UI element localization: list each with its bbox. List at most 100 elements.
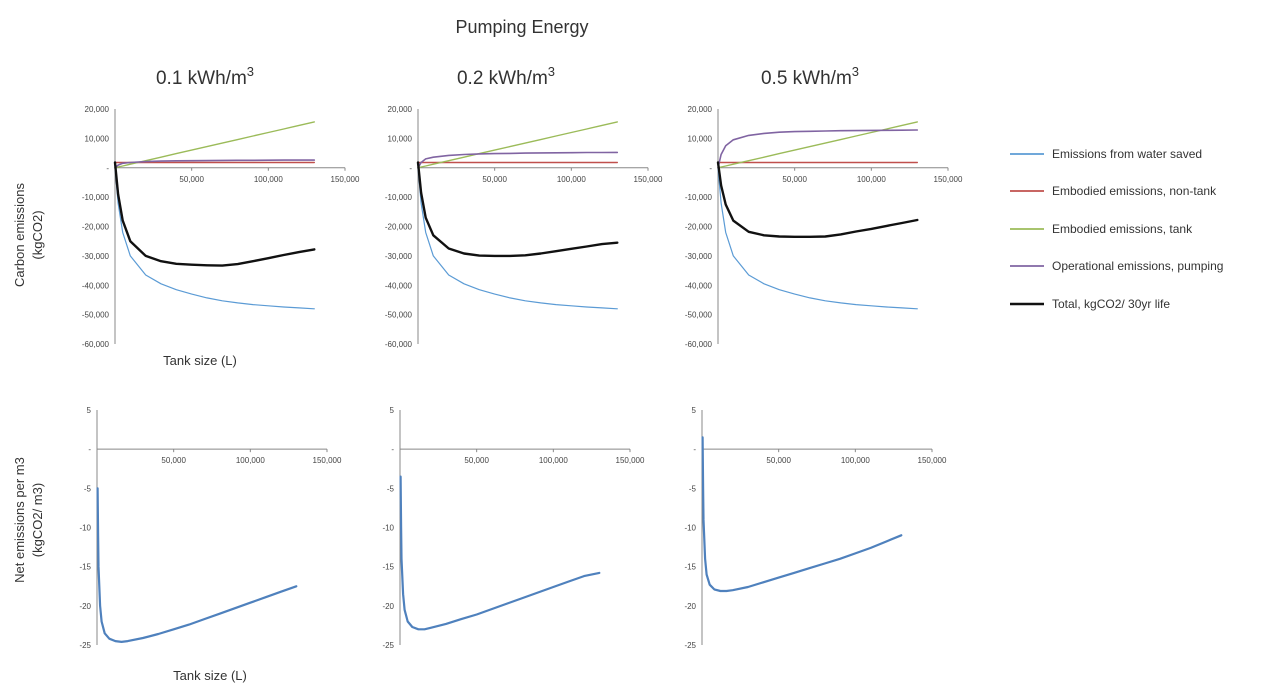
x-tick-label: 150,000 (634, 175, 663, 184)
y-tick-label: -15 (382, 563, 394, 572)
y-tick-label: -20 (382, 602, 394, 611)
y-tick-label: -25 (382, 641, 394, 650)
bottom-ylabel-line1: Net emissions per m3 (12, 457, 27, 583)
x-tick-label: 50,000 (782, 175, 807, 184)
panel-5: 5 - -5 -10 -15 -20 -25 50,000 100,000 150,000 (382, 406, 645, 650)
y-tick-label: -50,000 (385, 311, 413, 320)
x-tick-label: 150,000 (934, 175, 963, 184)
y-tick-label: 20,000 (388, 105, 413, 114)
x-tick-label: 50,000 (766, 456, 791, 465)
legend: Emissions from water saved Embodied emis… (1010, 147, 1223, 311)
y-tick-label: -25 (79, 641, 91, 650)
x-tick-label: 150,000 (918, 456, 947, 465)
y-tick-label: -10,000 (685, 193, 713, 202)
series-line-pumping (717, 129, 919, 169)
y-tick-label: -30,000 (385, 252, 413, 261)
y-tick-label: -10 (382, 524, 394, 533)
x-tick-label: 150,000 (616, 456, 645, 465)
panel-1: 20,000 10,000 - -10,000 -20,000 -30,000 -40,00… (82, 105, 360, 349)
y-tick-label: -30,000 (685, 252, 713, 261)
y-tick-label: -20,000 (685, 223, 713, 232)
y-tick-label: -15 (79, 563, 91, 572)
y-tick-label: -10 (79, 524, 91, 533)
x-tick-label: 100,000 (857, 175, 886, 184)
x-tick-label: 150,000 (331, 175, 360, 184)
x-tick-label: 100,000 (236, 456, 265, 465)
y-tick-label: 5 (692, 406, 697, 415)
y-tick-label: -15 (684, 563, 696, 572)
y-tick-label: -10,000 (82, 193, 110, 202)
legend-label-non-tank: Embodied emissions, non-tank (1052, 184, 1217, 198)
y-tick-label: -20 (684, 602, 696, 611)
series-line-net-emissions (96, 487, 298, 644)
x-tick-label: 50,000 (464, 456, 489, 465)
y-tick-label: 10,000 (388, 134, 413, 143)
series-line-tank (717, 121, 918, 169)
x-tick-label: 150,000 (313, 456, 342, 465)
series-line-tank (114, 121, 315, 169)
y-tick-label: -5 (689, 484, 697, 493)
y-tick-label: -5 (387, 484, 395, 493)
legend-label-total: Total, kgCO2/ 30yr life (1052, 297, 1170, 311)
y-tick-label: -50,000 (82, 311, 110, 320)
y-tick-label: - (409, 164, 412, 173)
series-line-total (416, 161, 619, 258)
series-line-net-emissions (701, 436, 903, 593)
top-ylabel-line1: Carbon emissions (12, 182, 27, 287)
top-ylabel-line2: (kgCO2) (30, 210, 45, 259)
top-xlabel: Tank size (L) (163, 353, 237, 368)
panel-6: 5 - -5 -10 -15 -20 -25 50,000 100,000 150,000 (684, 406, 947, 650)
panel-3: 20,000 10,000 - -10,000 -20,000 -30,000 -40,00… (685, 105, 963, 349)
series-line-pumping (114, 159, 316, 169)
panel-title-3: 0.5 kWh/m3 (761, 64, 859, 89)
panel-title-2: 0.2 kWh/m3 (457, 64, 555, 89)
y-tick-label: -10,000 (385, 193, 413, 202)
y-tick-label: -60,000 (385, 340, 413, 349)
legend-label-water-saved: Emissions from water saved (1052, 147, 1202, 161)
y-tick-label: -60,000 (82, 340, 110, 349)
panel-title-1: 0.1 kWh/m3 (156, 64, 254, 89)
series-line-total (113, 161, 316, 267)
series-line-pumping (417, 151, 619, 169)
legend-label-tank: Embodied emissions, tank (1052, 222, 1193, 236)
y-tick-label: -25 (684, 641, 696, 650)
y-tick-label: -20 (79, 602, 91, 611)
y-tick-label: - (693, 445, 696, 454)
y-tick-label: 20,000 (85, 105, 110, 114)
y-tick-label: -30,000 (82, 252, 110, 261)
x-tick-label: 100,000 (841, 456, 870, 465)
y-tick-label: -40,000 (685, 281, 713, 290)
y-tick-label: -60,000 (685, 340, 713, 349)
series-line-water-saved (717, 167, 918, 310)
panel-4: 5 - -5 -10 -15 -20 -25 50,000 100,000 150,000 (79, 406, 342, 650)
chart-panels: 20,00010,000--10,000-20,000-30,000-40,00… (79, 105, 963, 650)
x-tick-label: 100,000 (557, 175, 586, 184)
series-line-total (716, 161, 919, 239)
x-tick-label: 100,000 (254, 175, 283, 184)
y-tick-label: - (391, 445, 394, 454)
legend-label-pumping: Operational emissions, pumping (1052, 259, 1223, 273)
y-tick-label: -40,000 (82, 281, 110, 290)
series-line-water-saved (417, 167, 618, 310)
series-line-tank (417, 121, 618, 169)
figure-title: Pumping Energy (455, 17, 588, 37)
x-tick-label: 50,000 (179, 175, 204, 184)
y-tick-label: -50,000 (685, 311, 713, 320)
panel-2: 20,000 10,000 - -10,000 -20,000 -30,000 -40,00… (385, 105, 663, 349)
series-line-water-saved (114, 167, 315, 310)
x-tick-label: 100,000 (539, 456, 568, 465)
y-tick-label: -20,000 (82, 223, 110, 232)
bottom-xlabel: Tank size (L) (173, 668, 247, 683)
y-tick-label: -5 (84, 484, 92, 493)
y-tick-label: -10 (684, 524, 696, 533)
y-tick-label: 5 (87, 406, 92, 415)
series-line-net-emissions (399, 475, 601, 631)
y-tick-label: - (709, 164, 712, 173)
x-tick-label: 50,000 (161, 456, 186, 465)
x-tick-label: 50,000 (482, 175, 507, 184)
bottom-ylabel-line2: (kgCO2/ m3) (30, 483, 45, 557)
y-tick-label: 5 (390, 406, 395, 415)
y-tick-label: 10,000 (85, 134, 110, 143)
y-tick-label: -40,000 (385, 281, 413, 290)
